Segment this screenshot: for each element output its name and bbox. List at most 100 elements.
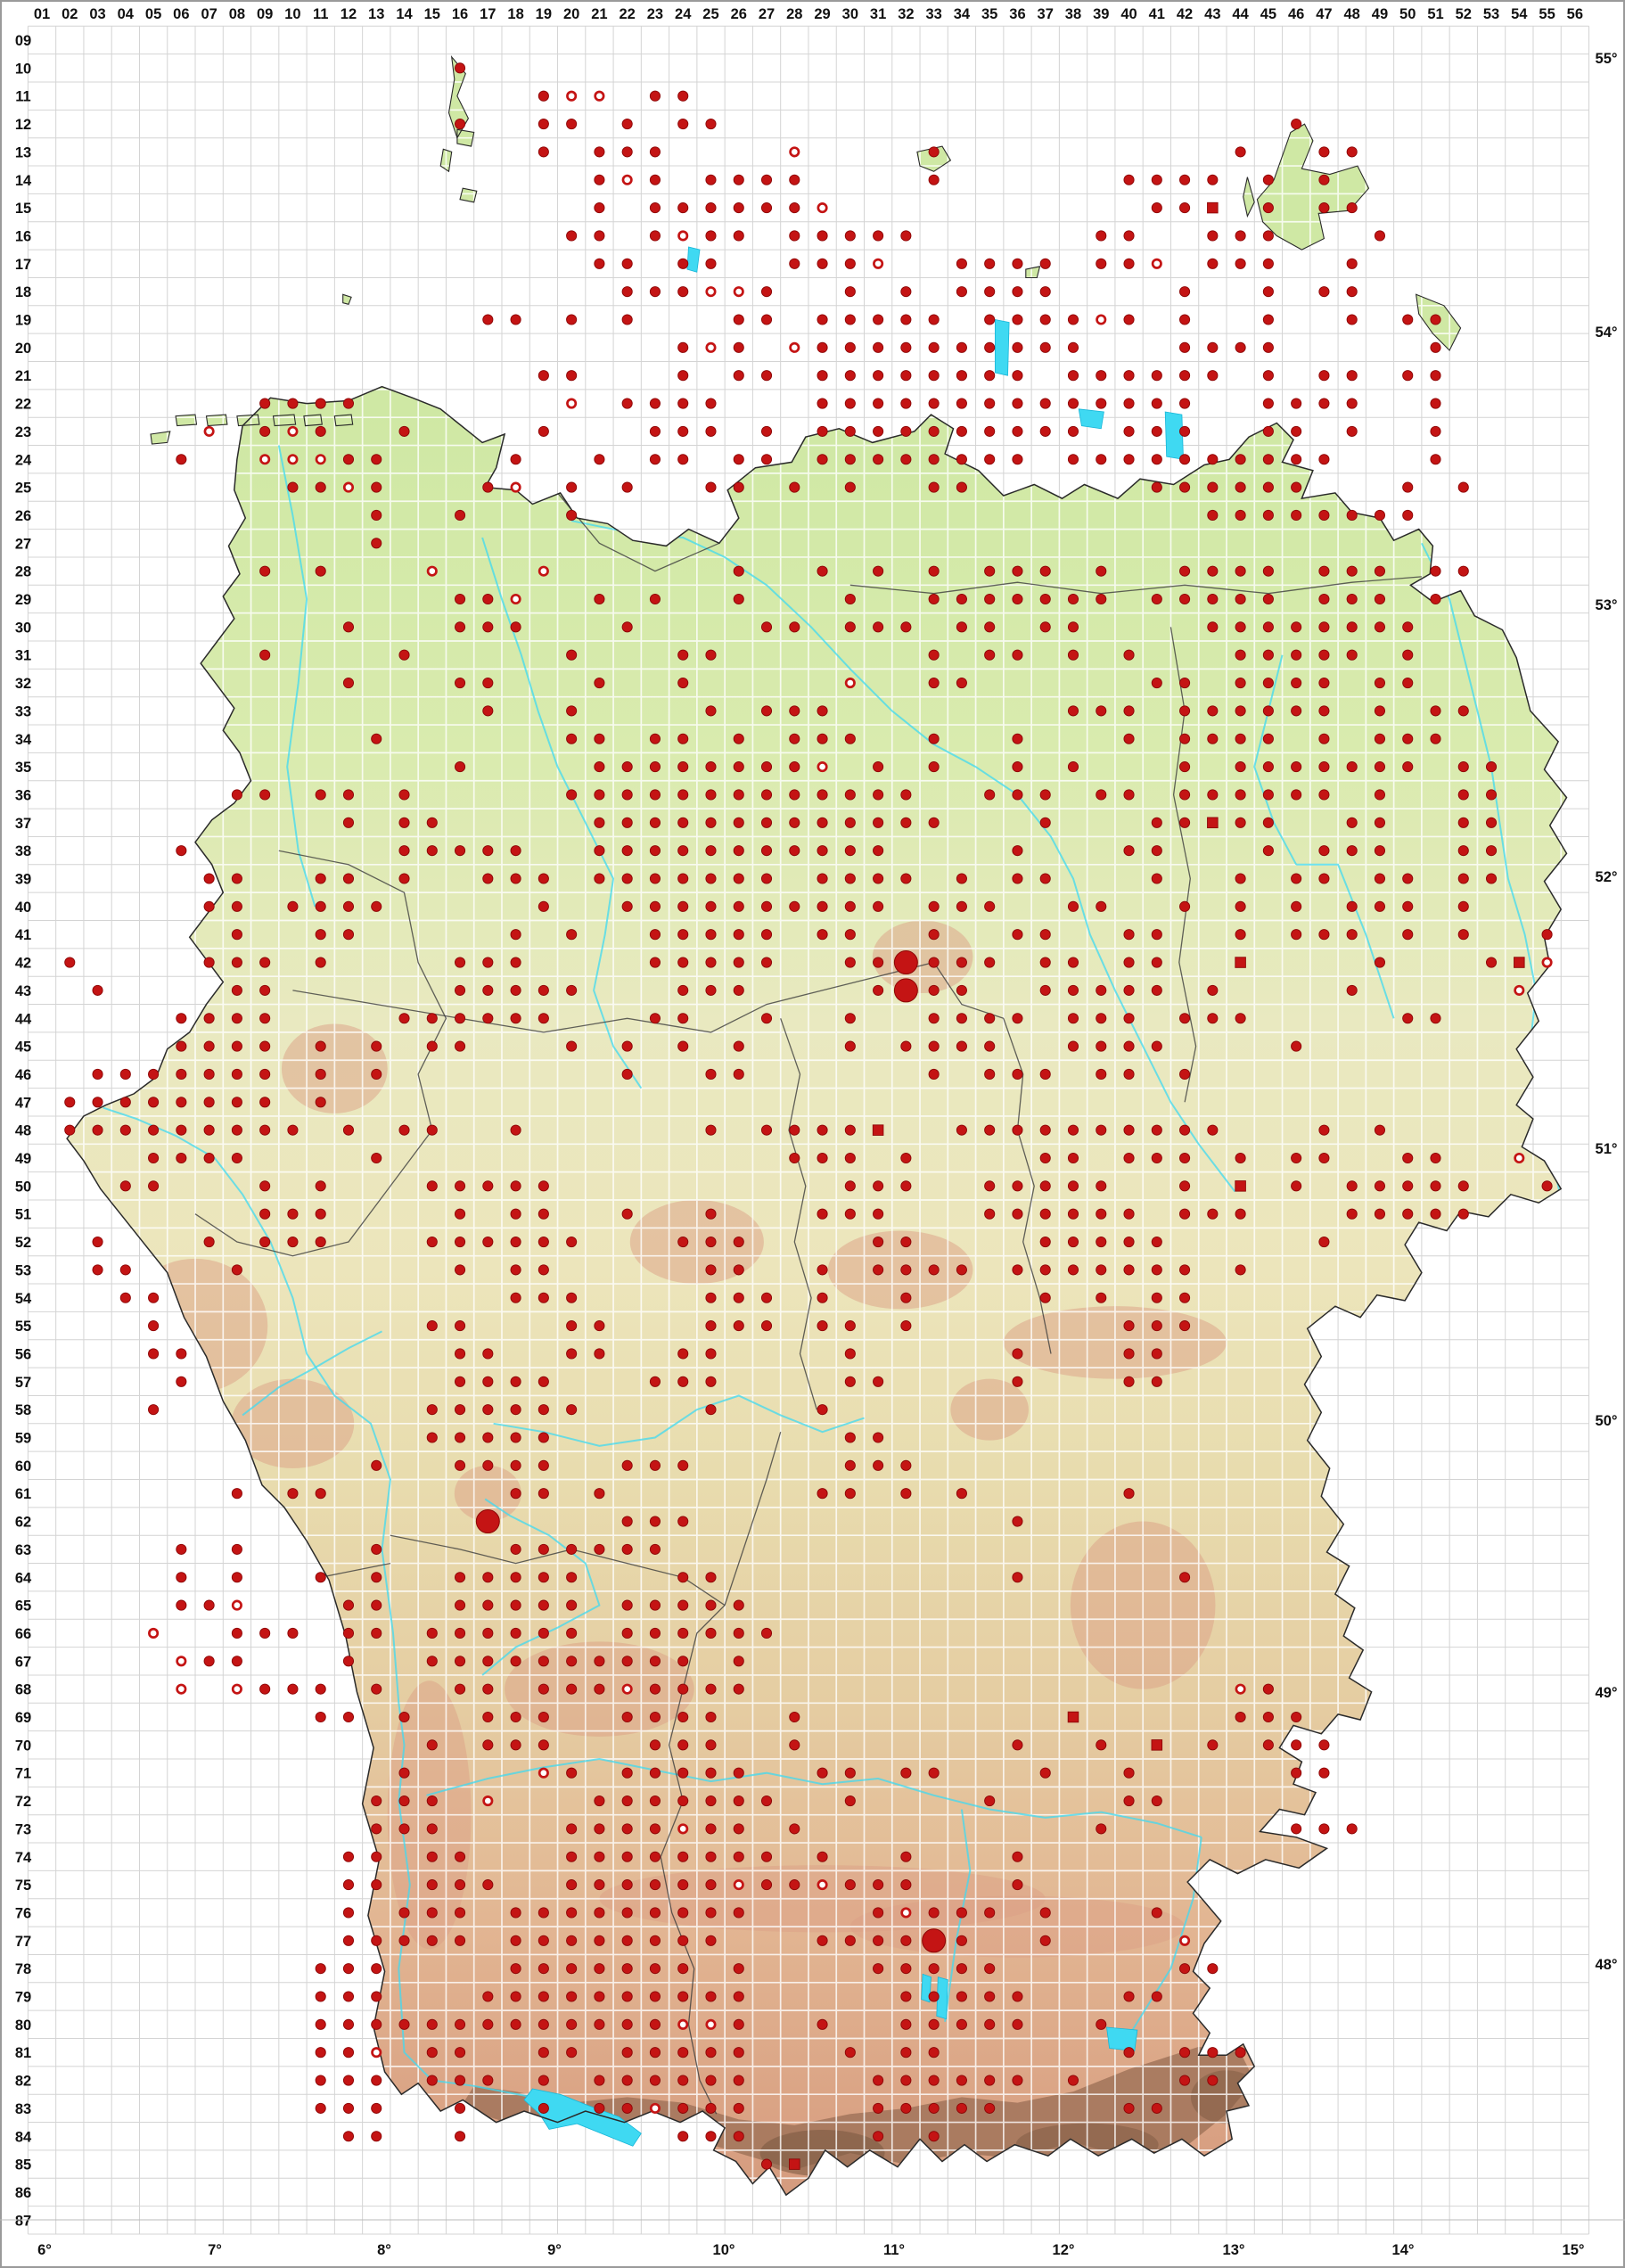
- occurrence-dot-filled: [454, 621, 466, 633]
- occurrence-dot-filled: [1123, 1124, 1135, 1136]
- occurrence-dot-filled: [119, 1097, 131, 1108]
- occurrence-dot-filled: [844, 1459, 856, 1471]
- occurrence-dot-filled: [342, 454, 355, 465]
- occurrence-dot-filled: [482, 1237, 494, 1248]
- occurrence-dot-filled: [677, 1683, 689, 1695]
- occurrence-dot-filled: [1485, 789, 1498, 801]
- occurrence-dot-filled: [315, 425, 326, 437]
- occurrence-dot-filled: [1346, 900, 1358, 912]
- occurrence-dot-filled: [984, 2102, 996, 2114]
- occurrence-dot-filled: [984, 1208, 996, 1220]
- occurrence-dot-filled: [873, 565, 884, 577]
- occurrence-dot-filled: [566, 1237, 578, 1248]
- occurrence-dot-filled: [956, 398, 967, 409]
- occurrence-dot-filled: [1039, 398, 1051, 409]
- row-label: 73: [15, 1821, 31, 1837]
- occurrence-dot-filled: [789, 733, 800, 744]
- occurrence-dot-filled: [594, 1488, 605, 1500]
- occurrence-dot-filled: [649, 1991, 661, 2002]
- column-label: 25: [702, 6, 718, 22]
- latitude-label: 49°: [1596, 1685, 1618, 1701]
- occurrence-dot-filled: [928, 454, 940, 465]
- occurrence-dot-filled: [817, 817, 828, 828]
- occurrence-dot-filled: [148, 1097, 160, 1108]
- occurrence-dot-open: [287, 454, 299, 465]
- occurrence-dot-filled: [984, 1796, 996, 1807]
- column-label: 09: [257, 6, 273, 22]
- occurrence-dot-open: [705, 341, 717, 353]
- occurrence-dot-filled: [566, 1292, 578, 1303]
- occurrence-dot-filled: [1123, 1488, 1135, 1500]
- occurrence-dot-filled: [1430, 370, 1441, 382]
- occurrence-dot-filled: [984, 2018, 996, 2030]
- occurrence-dot-filled: [566, 1543, 578, 1555]
- occurrence-dot-filled: [1123, 1013, 1135, 1024]
- column-label: 11: [313, 6, 328, 22]
- occurrence-dot-filled: [789, 900, 800, 912]
- occurrence-dot-filled: [426, 1823, 438, 1835]
- occurrence-dot-filled: [1096, 1292, 1107, 1303]
- occurrence-dot-filled: [482, 1711, 494, 1723]
- occurrence-dot-filled: [1430, 454, 1441, 465]
- occurrence-dot-filled: [817, 1851, 828, 1862]
- row-label: 74: [15, 1850, 32, 1866]
- occurrence-dot-filled: [1151, 1320, 1162, 1332]
- occurrence-dot-filled: [1262, 258, 1274, 269]
- occurrence-dot-filled: [315, 2075, 326, 2086]
- occurrence-dot-filled: [649, 1543, 661, 1555]
- occurrence-dot-filled: [649, 2047, 661, 2058]
- occurrence-dot-filled: [733, 817, 744, 828]
- occurrence-dot-filled: [621, 1851, 633, 1862]
- island-outline: [236, 414, 260, 427]
- longitude-label: 8°: [377, 2242, 391, 2258]
- occurrence-dot-filled: [1430, 733, 1441, 744]
- occurrence-dot-filled: [817, 1935, 828, 1946]
- column-label: 32: [898, 6, 914, 22]
- occurrence-dot-filled: [1179, 1208, 1191, 1220]
- occurrence-dot-filled: [1123, 1796, 1135, 1807]
- occurrence-dot-square: [1067, 1711, 1079, 1723]
- occurrence-dot-filled: [1374, 705, 1386, 717]
- occurrence-dot-filled: [398, 1767, 410, 1779]
- occurrence-dot-filled: [538, 90, 549, 102]
- occurrence-dot-filled: [259, 1208, 271, 1220]
- occurrence-dot-filled: [1402, 621, 1414, 633]
- occurrence-dot-filled: [677, 286, 689, 298]
- occurrence-dot-filled: [621, 1459, 633, 1471]
- occurrence-dot-filled: [1067, 984, 1079, 996]
- occurrence-dot-filled: [1123, 314, 1135, 325]
- occurrence-dot-filled: [817, 1152, 828, 1164]
- occurrence-dot-filled: [203, 1656, 215, 1667]
- island-outline: [150, 431, 171, 445]
- occurrence-dot-open: [566, 398, 578, 409]
- occurrence-dot-filled: [1430, 1152, 1441, 1164]
- lake: [921, 1973, 932, 2003]
- occurrence-dot-filled: [1067, 341, 1079, 353]
- occurrence-dot-filled: [1318, 1739, 1330, 1751]
- occurrence-dot-filled: [1151, 957, 1162, 968]
- occurrence-dot-filled: [844, 929, 856, 941]
- occurrence-dot-filled: [844, 1376, 856, 1387]
- occurrence-dot-filled: [1012, 314, 1023, 325]
- occurrence-dot-filled: [733, 1796, 744, 1807]
- occurrence-dot-filled: [677, 678, 689, 689]
- occurrence-dot-filled: [956, 1907, 967, 1919]
- occurrence-dot-filled: [426, 1879, 438, 1891]
- occurrence-dot-filled: [454, 2102, 466, 2114]
- occurrence-dot-filled: [594, 817, 605, 828]
- occurrence-dot-filled: [1179, 789, 1191, 801]
- occurrence-dot-filled: [677, 118, 689, 130]
- occurrence-dot-filled: [928, 957, 940, 968]
- occurrence-dot-filled: [1346, 1823, 1358, 1835]
- occurrence-dot-filled: [371, 1152, 382, 1164]
- occurrence-dot-filled: [1067, 2075, 1079, 2086]
- occurrence-dot-filled: [231, 984, 242, 996]
- column-label: 24: [675, 6, 692, 22]
- row-label: 28: [15, 564, 31, 580]
- occurrence-dot-filled: [1318, 286, 1330, 298]
- occurrence-dot-filled: [1012, 1376, 1023, 1387]
- row-label: 44: [15, 1011, 32, 1027]
- occurrence-dot-filled: [621, 286, 633, 298]
- occurrence-dot-filled: [1346, 817, 1358, 828]
- occurrence-dot-large: [922, 1928, 947, 1953]
